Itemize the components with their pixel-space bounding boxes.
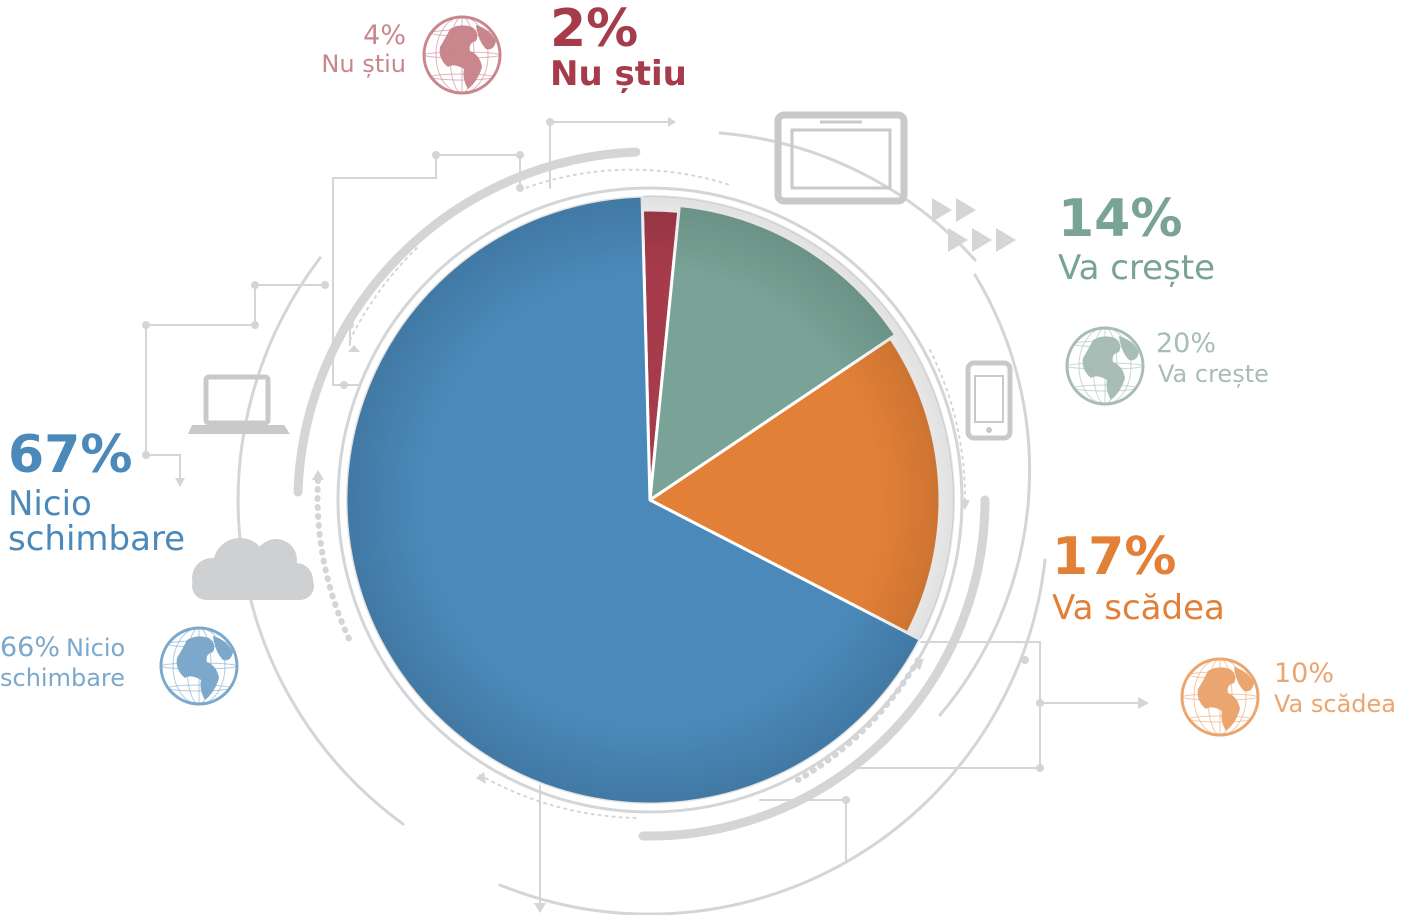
connector-dot [251,321,259,329]
label-scadea-category: Va scădea [1052,587,1225,628]
globe-icons [159,15,1260,737]
ring-arc [498,558,1047,915]
arrow-head [175,478,185,487]
tablet-icon [774,111,908,205]
dotted-arc [519,168,731,191]
dotted-arc [314,477,355,648]
connector-dot [340,381,348,389]
label-creste: 14% Va crește [1058,192,1215,286]
connector-dot [321,281,329,289]
connector-dot [516,151,524,159]
compare-creste: 20% Va crește [1156,328,1269,389]
pie-chart [344,194,942,806]
compare-nicio: 66% Nicio schimbare [0,632,126,693]
connector-dot [1036,764,1044,772]
connector-dot [1036,699,1044,707]
arrow-head [960,500,970,510]
arrow-head [668,117,676,127]
label-creste-value: 14% [1058,189,1183,249]
dotted-arc [479,774,641,819]
label-nicio: 67% Nicio schimbare [8,428,185,558]
connector-dot [142,321,150,329]
arrow-head [534,903,546,913]
label-nicio-category-line2: schimbare [8,519,186,560]
cloud-icon [192,538,314,600]
arrow-head [348,345,360,352]
globe-icon-nustiu [422,15,502,95]
arrow-head [476,772,486,784]
label-creste-category: Va crește [1058,247,1216,288]
ring-arc [938,273,1032,717]
label-nustiu-value: 2% [550,0,639,59]
compare-nicio-category-line2: schimbare [0,664,126,693]
globe-icon-creste [1065,326,1145,406]
compare-creste-category: Va crește [1158,360,1269,389]
connector-dot [516,184,524,192]
compare-scadea-value: 10% [1274,658,1335,689]
play-arrows-icon [932,198,1016,252]
label-nicio-category-line1: Nicio [8,483,92,524]
connector-dot [546,118,554,126]
compare-creste-value: 20% [1156,328,1217,359]
globe-icon-scadea [1180,657,1260,737]
connector-dot [346,321,354,329]
compare-nustiu-category: Nu știu [321,50,406,79]
label-scadea-value: 17% [1052,527,1177,587]
compare-nustiu: 4% Nu știu [321,20,406,79]
globe-icon-nicio [159,626,239,706]
label-scadea: 17% Va scădea [1052,530,1225,626]
connector-dot [432,151,440,159]
compare-scadea: 10% Va scădea [1274,658,1397,719]
compare-nicio-value: 66% [0,632,61,663]
label-nicio-value: 67% [8,425,133,485]
label-nustiu: 2% Nu știu [550,2,687,92]
compare-scadea-category: Va scădea [1274,690,1397,719]
arrow-head [312,470,324,480]
laptop-icon [188,374,290,434]
arrow-head [1138,697,1149,709]
compare-nustiu-value: 4% [363,20,406,51]
connector-dot [251,281,259,289]
connector-dot [142,451,150,459]
label-nustiu-category: Nu știu [550,53,687,94]
connector-dot [1021,656,1029,664]
connector-dot [842,796,850,804]
compare-nicio-category-line1: Nicio [66,634,126,662]
phone-icon [965,360,1013,441]
